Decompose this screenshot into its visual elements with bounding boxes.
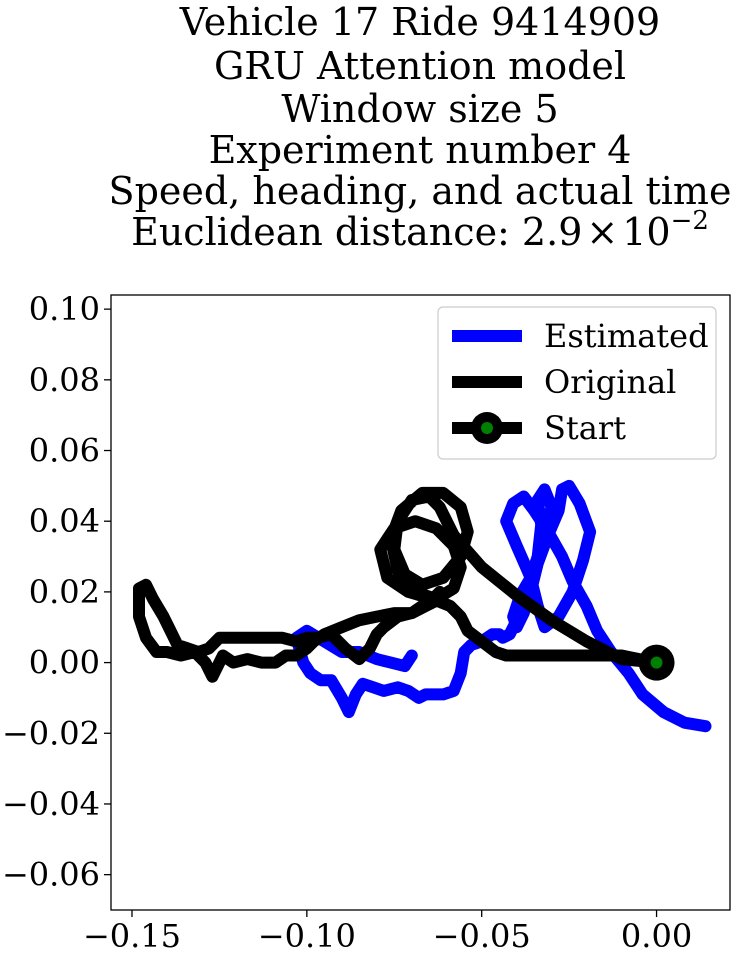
series-line-original-2 xyxy=(133,578,446,683)
title-line: Speed, heading, and actual time xyxy=(109,169,732,213)
start-layer xyxy=(638,644,675,681)
y-axis: 0.10 0.08 0.06 0.04 0.02 0.00 −0.02 −0.04 −0.06 xyxy=(2,290,111,894)
legend-label-start: Start xyxy=(544,409,626,447)
legend: Estimated Original Start xyxy=(437,306,717,460)
title-distance-times: × xyxy=(586,210,618,254)
title-line: Vehicle 17 Ride 9414909 xyxy=(179,0,660,44)
series-line-estimated xyxy=(290,479,712,733)
y-tick-label: 0.02 xyxy=(29,573,100,611)
x-tick-label: −0.15 xyxy=(83,917,181,955)
title-line: Window size 5 xyxy=(281,87,558,131)
title-line: Experiment number 4 xyxy=(209,128,632,172)
series-layer xyxy=(133,479,712,733)
start-point-marker-inner xyxy=(650,656,663,669)
chart-title: Vehicle 17 Ride 9414909 GRU Attention mo… xyxy=(109,0,732,254)
title-distance-base: 10 xyxy=(622,210,670,254)
legend-box xyxy=(437,306,717,460)
y-tick-label: 0.08 xyxy=(29,361,100,399)
series-line-original xyxy=(374,486,663,669)
x-tick-label: −0.05 xyxy=(433,917,531,955)
x-axis: −0.15 −0.10 −0.05 0.00 xyxy=(83,910,692,955)
y-tick-label: 0.04 xyxy=(29,502,100,540)
title-distance: Euclidean distance: 2.9 × 10−2 xyxy=(131,206,709,254)
plot-frame xyxy=(110,294,731,911)
y-tick-label: −0.06 xyxy=(2,856,100,894)
title-distance-prefix: Euclidean distance: 2.9 xyxy=(131,210,582,254)
title-distance-exponent: −2 xyxy=(671,206,709,236)
legend-label-original: Original xyxy=(544,363,676,401)
x-tick-label: −0.10 xyxy=(258,917,356,955)
y-tick-label: −0.02 xyxy=(2,714,100,752)
y-tick-label: −0.04 xyxy=(2,785,100,823)
legend-marker-start-inner xyxy=(481,422,493,434)
legend-label-estimated: Estimated xyxy=(544,317,709,355)
y-tick-label: 0.10 xyxy=(29,290,100,328)
title-line: GRU Attention model xyxy=(214,44,626,88)
x-tick-label: 0.00 xyxy=(621,917,692,955)
y-tick-label: 0.00 xyxy=(29,644,100,682)
y-tick-label: 0.06 xyxy=(29,432,100,470)
